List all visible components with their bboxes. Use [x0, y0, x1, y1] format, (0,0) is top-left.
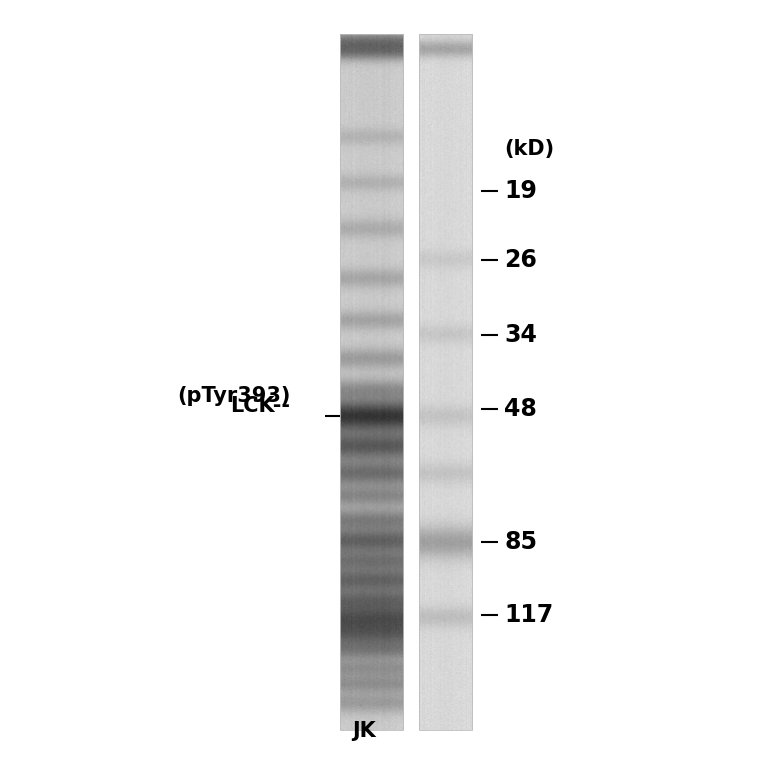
- Bar: [419, 34, 472, 730]
- Text: LCK--: LCK--: [230, 397, 290, 416]
- Text: 26: 26: [504, 248, 537, 272]
- Text: 34: 34: [504, 322, 537, 347]
- Text: 19: 19: [504, 179, 537, 203]
- Bar: [340, 34, 403, 730]
- Text: JK: JK: [352, 721, 377, 741]
- Text: (pTyr393): (pTyr393): [177, 386, 290, 406]
- Text: 85: 85: [504, 530, 537, 555]
- Text: (kD): (kD): [504, 139, 555, 159]
- Text: 48: 48: [504, 397, 537, 421]
- Text: 117: 117: [504, 603, 553, 627]
